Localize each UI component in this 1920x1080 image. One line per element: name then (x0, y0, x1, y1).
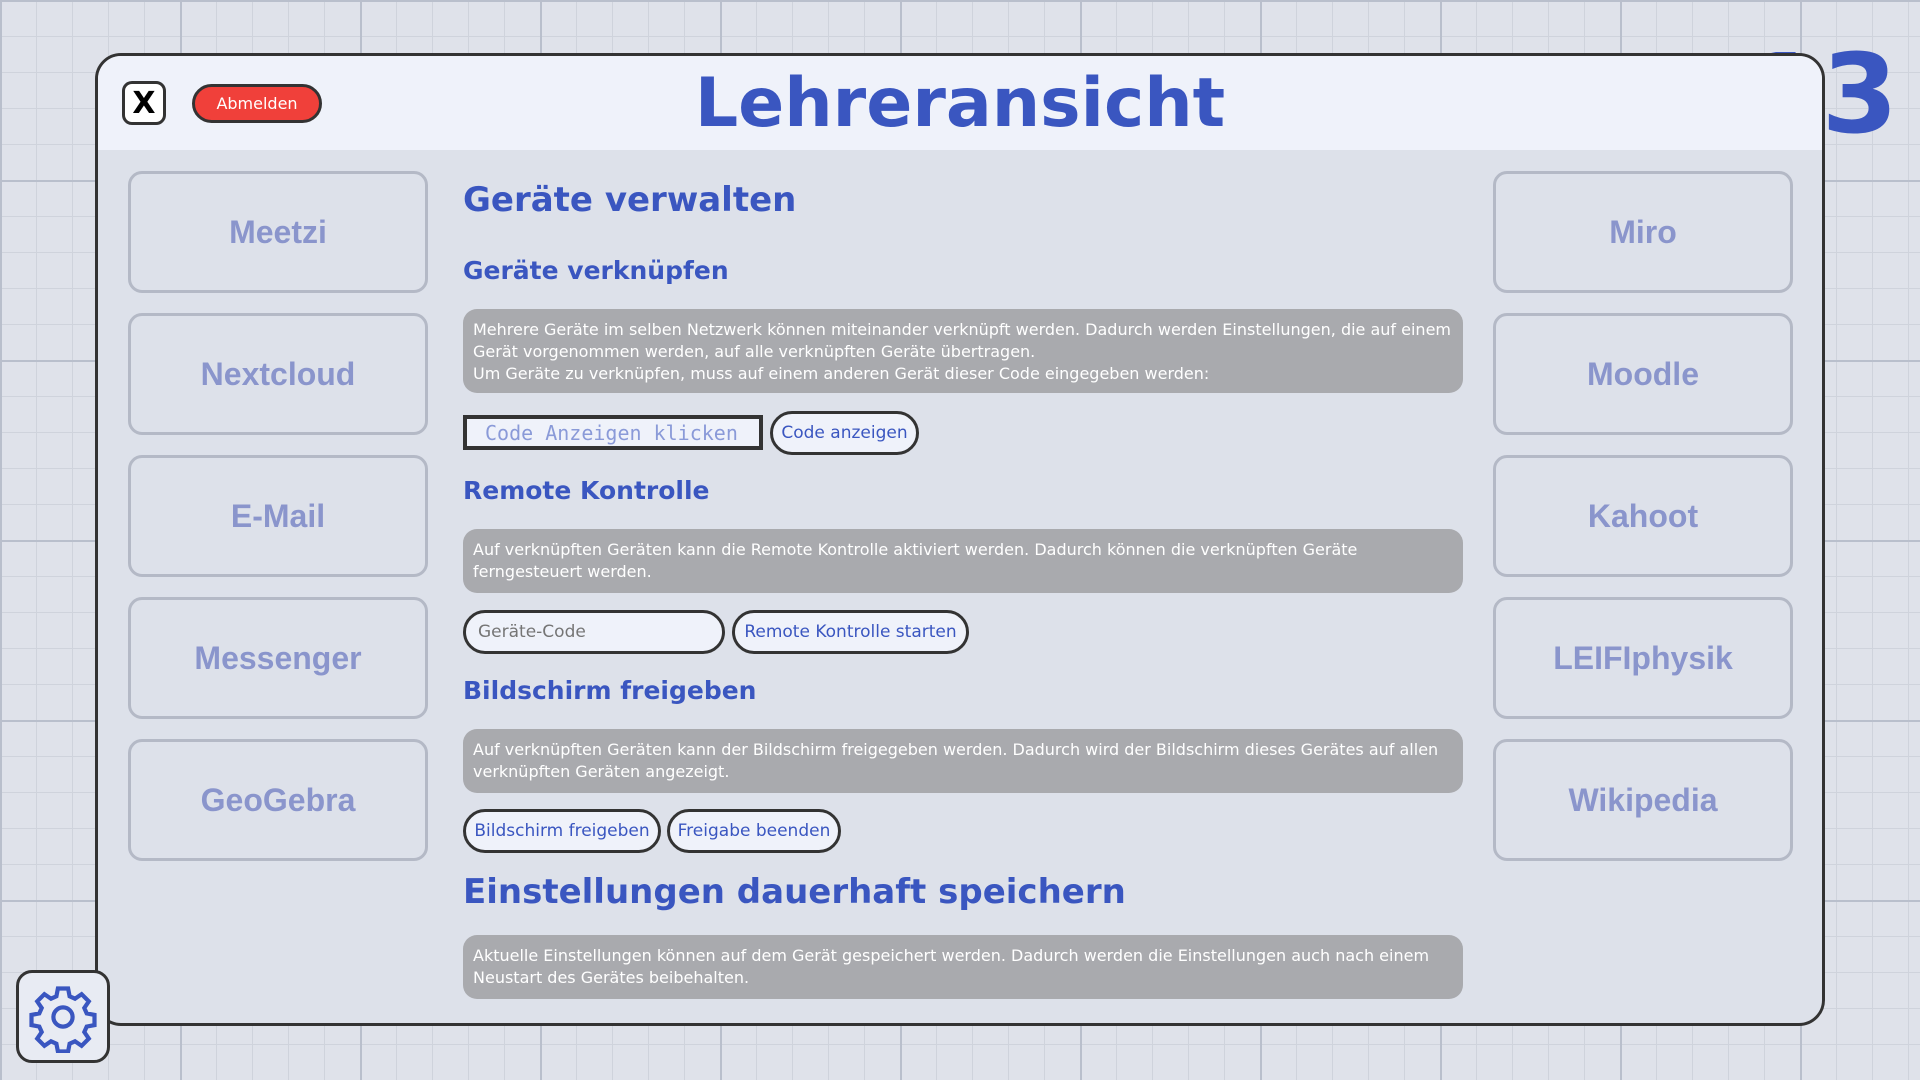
app-tile-geogebra[interactable]: GeoGebra (128, 739, 428, 861)
app-tile-leifiphysik[interactable]: LEIFIphysik (1493, 597, 1793, 719)
close-button[interactable]: X (122, 81, 166, 125)
app-tile-miro[interactable]: Miro (1493, 171, 1793, 293)
show-code-button[interactable]: Code anzeigen (770, 411, 919, 455)
logout-button[interactable]: Abmelden (192, 84, 322, 123)
app-tile-messenger[interactable]: Messenger (128, 597, 428, 719)
heading-share-screen: Bildschirm freigeben (463, 676, 757, 705)
app-tile-meetzi[interactable]: Meetzi (128, 171, 428, 293)
device-code-input[interactable] (463, 610, 725, 654)
heading-remote-control: Remote Kontrolle (463, 476, 710, 505)
page-title: Lehreransicht (694, 64, 1226, 143)
gear-icon (29, 985, 97, 1053)
info-share-screen: Auf verknüpften Geräten kann der Bildsch… (463, 729, 1463, 793)
app-tile-wikipedia[interactable]: Wikipedia (1493, 739, 1793, 861)
link-code-display: Code Anzeigen klicken (463, 415, 763, 450)
info-link-devices: Mehrere Geräte im selben Netzwerk können… (463, 309, 1463, 393)
heading-link-devices: Geräte verknüpfen (463, 256, 729, 285)
section-title-save-settings: Einstellungen dauerhaft speichern (463, 872, 1126, 912)
modal-content: Geräte verwalten Geräte verknüpfen Mehre… (463, 150, 1463, 1020)
teacher-view-modal: X Abmelden Lehreransicht Meetzi Nextclou… (95, 53, 1825, 1026)
section-title-manage-devices: Geräte verwalten (463, 180, 797, 220)
app-tile-nextcloud[interactable]: Nextcloud (128, 313, 428, 435)
app-tile-email[interactable]: E-Mail (128, 455, 428, 577)
app-tile-moodle[interactable]: Moodle (1493, 313, 1793, 435)
app-tile-kahoot[interactable]: Kahoot (1493, 455, 1793, 577)
start-remote-control-button[interactable]: Remote Kontrolle starten (732, 610, 969, 654)
modal-header: X Abmelden Lehreransicht (98, 56, 1822, 150)
info-save-settings: Aktuelle Einstellungen können auf dem Ge… (463, 935, 1463, 999)
stop-sharing-button[interactable]: Freigabe beenden (667, 809, 841, 853)
settings-button[interactable] (16, 970, 110, 1063)
info-remote-control: Auf verknüpften Geräten kann die Remote … (463, 529, 1463, 593)
share-screen-button[interactable]: Bildschirm freigeben (463, 809, 661, 853)
